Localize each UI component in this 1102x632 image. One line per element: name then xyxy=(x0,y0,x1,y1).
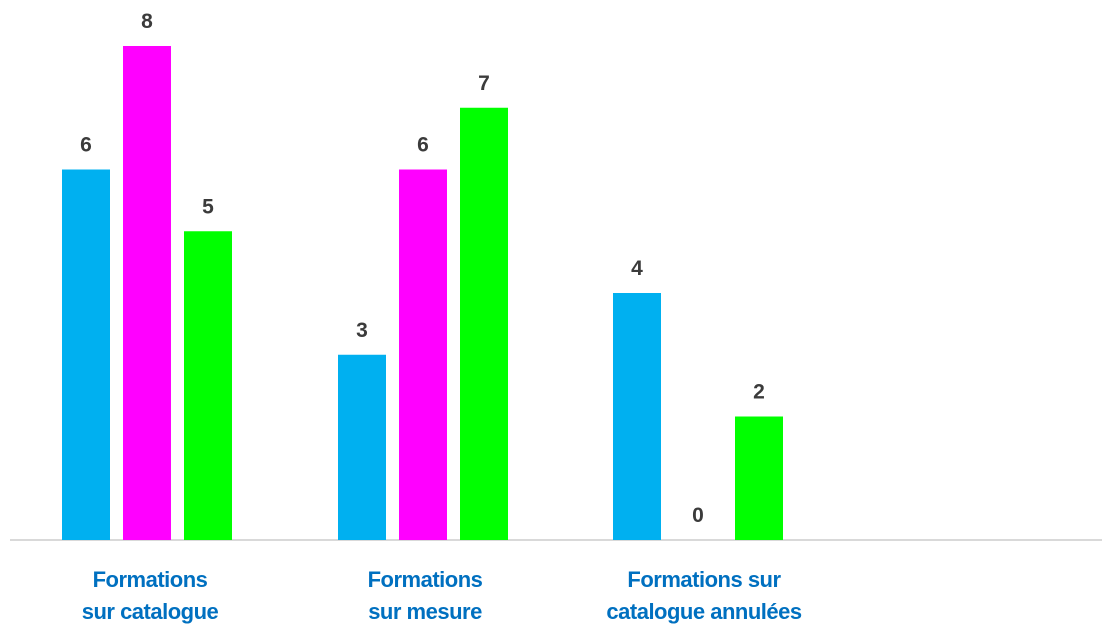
data-label-series1-cat1: 6 xyxy=(80,134,92,157)
bar-series3-cat2 xyxy=(460,107,508,540)
data-label-series2-cat2: 6 xyxy=(417,134,429,157)
bar-series1-cat3 xyxy=(613,293,661,540)
category-label-3-line-1: Formations sur xyxy=(627,567,781,592)
data-label-series2-cat3: 0 xyxy=(692,504,704,527)
data-label-series3-cat3: 2 xyxy=(753,381,765,404)
bar-series2-cat1 xyxy=(123,46,171,540)
bar-series3-cat3 xyxy=(735,416,783,540)
data-label-series3-cat1: 5 xyxy=(202,195,214,218)
bar-series1-cat2 xyxy=(338,354,386,540)
bars-layer xyxy=(62,46,783,540)
bar-series2-cat2 xyxy=(399,169,447,540)
data-label-series1-cat3: 4 xyxy=(631,257,643,280)
category-labels-layer: Formations sur catalogue Formations sur mes… xyxy=(82,567,803,624)
data-label-series1-cat2: 3 xyxy=(356,319,368,342)
category-label-2-line-2: sur mesure xyxy=(368,599,482,624)
value-labels-layer: 6 8 5 3 6 7 4 0 2 xyxy=(80,10,765,527)
category-label-1-line-1: Formations xyxy=(93,567,208,592)
category-label-2-line-1: Formations xyxy=(368,567,483,592)
bar-series1-cat1 xyxy=(62,169,110,540)
data-label-series2-cat1: 8 xyxy=(141,10,153,33)
bar-series3-cat1 xyxy=(184,231,232,540)
category-label-1-line-2: sur catalogue xyxy=(82,599,219,624)
data-label-series3-cat2: 7 xyxy=(478,72,490,95)
category-label-3-line-2: catalogue annulées xyxy=(606,599,801,624)
